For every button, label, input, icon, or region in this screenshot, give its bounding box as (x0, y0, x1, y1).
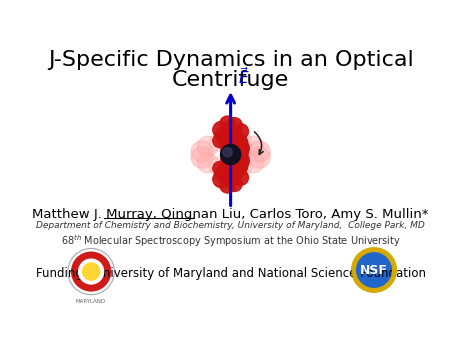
Circle shape (220, 116, 235, 131)
Circle shape (233, 170, 248, 185)
Text: Matthew J. Murray, Qingnan Liu, Carlos Toro, Amy S. Mullin*: Matthew J. Murray, Qingnan Liu, Carlos T… (32, 209, 429, 221)
Circle shape (223, 134, 238, 149)
Circle shape (198, 136, 218, 156)
Circle shape (223, 148, 232, 157)
Circle shape (229, 138, 249, 159)
Circle shape (220, 178, 235, 193)
Circle shape (225, 129, 243, 148)
FancyArrowPatch shape (254, 132, 263, 154)
Circle shape (234, 134, 252, 152)
Text: Funding:  University of Maryland and National Science Foundation: Funding: University of Maryland and Nati… (36, 267, 426, 280)
Circle shape (225, 142, 243, 160)
Circle shape (220, 153, 237, 169)
Text: J-Specific Dynamics in an Optical: J-Specific Dynamics in an Optical (48, 50, 414, 70)
Text: Department of Chemistry and Biochemistry, University of Maryland,  College Park,: Department of Chemistry and Biochemistry… (36, 221, 425, 230)
Circle shape (215, 127, 229, 141)
Text: NSF: NSF (360, 264, 388, 276)
Circle shape (78, 259, 104, 285)
Circle shape (220, 140, 237, 156)
Circle shape (198, 153, 218, 173)
Circle shape (223, 160, 238, 175)
Circle shape (225, 166, 242, 183)
Circle shape (217, 130, 232, 145)
Circle shape (220, 127, 237, 144)
Circle shape (228, 133, 248, 153)
Circle shape (82, 262, 100, 281)
Circle shape (220, 165, 237, 182)
Circle shape (213, 121, 230, 138)
Circle shape (71, 251, 111, 292)
Circle shape (352, 248, 396, 292)
Circle shape (215, 168, 229, 182)
Text: 68$^{th}$ Molecular Spectroscopy Symposium at the Ohio State University: 68$^{th}$ Molecular Spectroscopy Symposi… (61, 233, 400, 249)
Circle shape (209, 158, 227, 175)
Circle shape (233, 124, 248, 139)
Circle shape (228, 156, 248, 176)
Circle shape (356, 251, 392, 289)
Circle shape (227, 118, 242, 133)
Circle shape (227, 176, 242, 192)
Circle shape (225, 161, 243, 179)
Text: Centrifuge: Centrifuge (172, 70, 289, 90)
Circle shape (228, 146, 248, 165)
Circle shape (213, 171, 230, 188)
Circle shape (191, 147, 213, 168)
Circle shape (217, 164, 232, 179)
Circle shape (248, 141, 270, 162)
Circle shape (213, 162, 227, 175)
Circle shape (234, 158, 252, 175)
Text: MARYLAND: MARYLAND (76, 298, 106, 304)
Circle shape (228, 144, 248, 164)
Circle shape (213, 134, 227, 148)
Text: $\vec{E}$: $\vec{E}$ (238, 66, 250, 87)
Circle shape (220, 145, 241, 165)
Circle shape (231, 134, 245, 148)
Circle shape (243, 153, 264, 173)
Circle shape (225, 126, 242, 143)
Circle shape (248, 147, 270, 168)
Circle shape (229, 151, 249, 171)
Circle shape (209, 134, 227, 152)
Circle shape (243, 136, 264, 156)
Circle shape (225, 149, 243, 167)
Circle shape (191, 141, 213, 162)
Circle shape (231, 162, 245, 175)
Circle shape (68, 248, 114, 295)
